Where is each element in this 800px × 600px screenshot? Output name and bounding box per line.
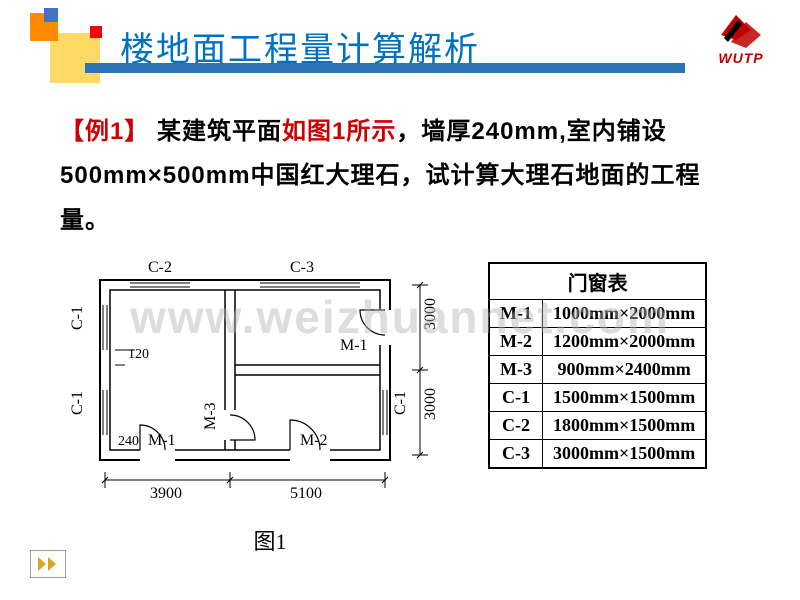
svg-text:M-3: M-3 [202, 402, 219, 430]
page-title: 楼地面工程量计算解析 [120, 22, 480, 71]
table-row: M-21200mm×2000mm [489, 328, 706, 356]
svg-text:C-1: C-1 [392, 391, 409, 415]
svg-text:5100: 5100 [290, 485, 322, 502]
door-window-table: 门窗表 M-11000mm×2000mm M-21200mm×2000mm M-… [488, 262, 707, 469]
svg-text:120: 120 [128, 347, 149, 362]
svg-text:C-1: C-1 [70, 391, 86, 415]
figure-caption: 图1 [70, 524, 470, 556]
table-row: C-33000mm×1500mm [489, 440, 706, 469]
slide-header: 楼地面工程量计算解析 WUTP [0, 0, 800, 90]
table-title: 门窗表 [489, 263, 706, 300]
table-row: M-11000mm×2000mm [489, 300, 706, 328]
svg-text:C-2: C-2 [148, 259, 172, 276]
next-slide-button[interactable] [30, 550, 66, 578]
svg-text:3000: 3000 [422, 388, 439, 420]
figure-reference: 如图1所示 [282, 118, 396, 145]
svg-text:3000: 3000 [422, 298, 439, 330]
svg-text:M-2: M-2 [300, 432, 328, 449]
table-row: C-11500mm×1500mm [489, 384, 706, 412]
svg-text:M-1: M-1 [340, 337, 368, 354]
wutp-logo: WUTP [707, 10, 775, 66]
svg-text:C-1: C-1 [70, 306, 86, 330]
svg-text:240: 240 [118, 434, 139, 449]
example-text: 【例1】 某建筑平面如图1所示，墙厚240mm,室内铺设500mm×500mm中… [0, 90, 800, 243]
svg-text:3900: 3900 [150, 485, 182, 502]
floor-plan-diagram: 120 240 C-2 C-3 C-1 C-1 C-1 M-1 M-1 M-2 … [70, 250, 470, 556]
table-row: M-3900mm×2400mm [489, 356, 706, 384]
example-label: 【例1】 [60, 118, 149, 145]
logo-text: WUTP [707, 50, 775, 66]
svg-text:C-3: C-3 [290, 259, 314, 276]
svg-text:M-1: M-1 [148, 432, 176, 449]
table-row: C-21800mm×1500mm [489, 412, 706, 440]
